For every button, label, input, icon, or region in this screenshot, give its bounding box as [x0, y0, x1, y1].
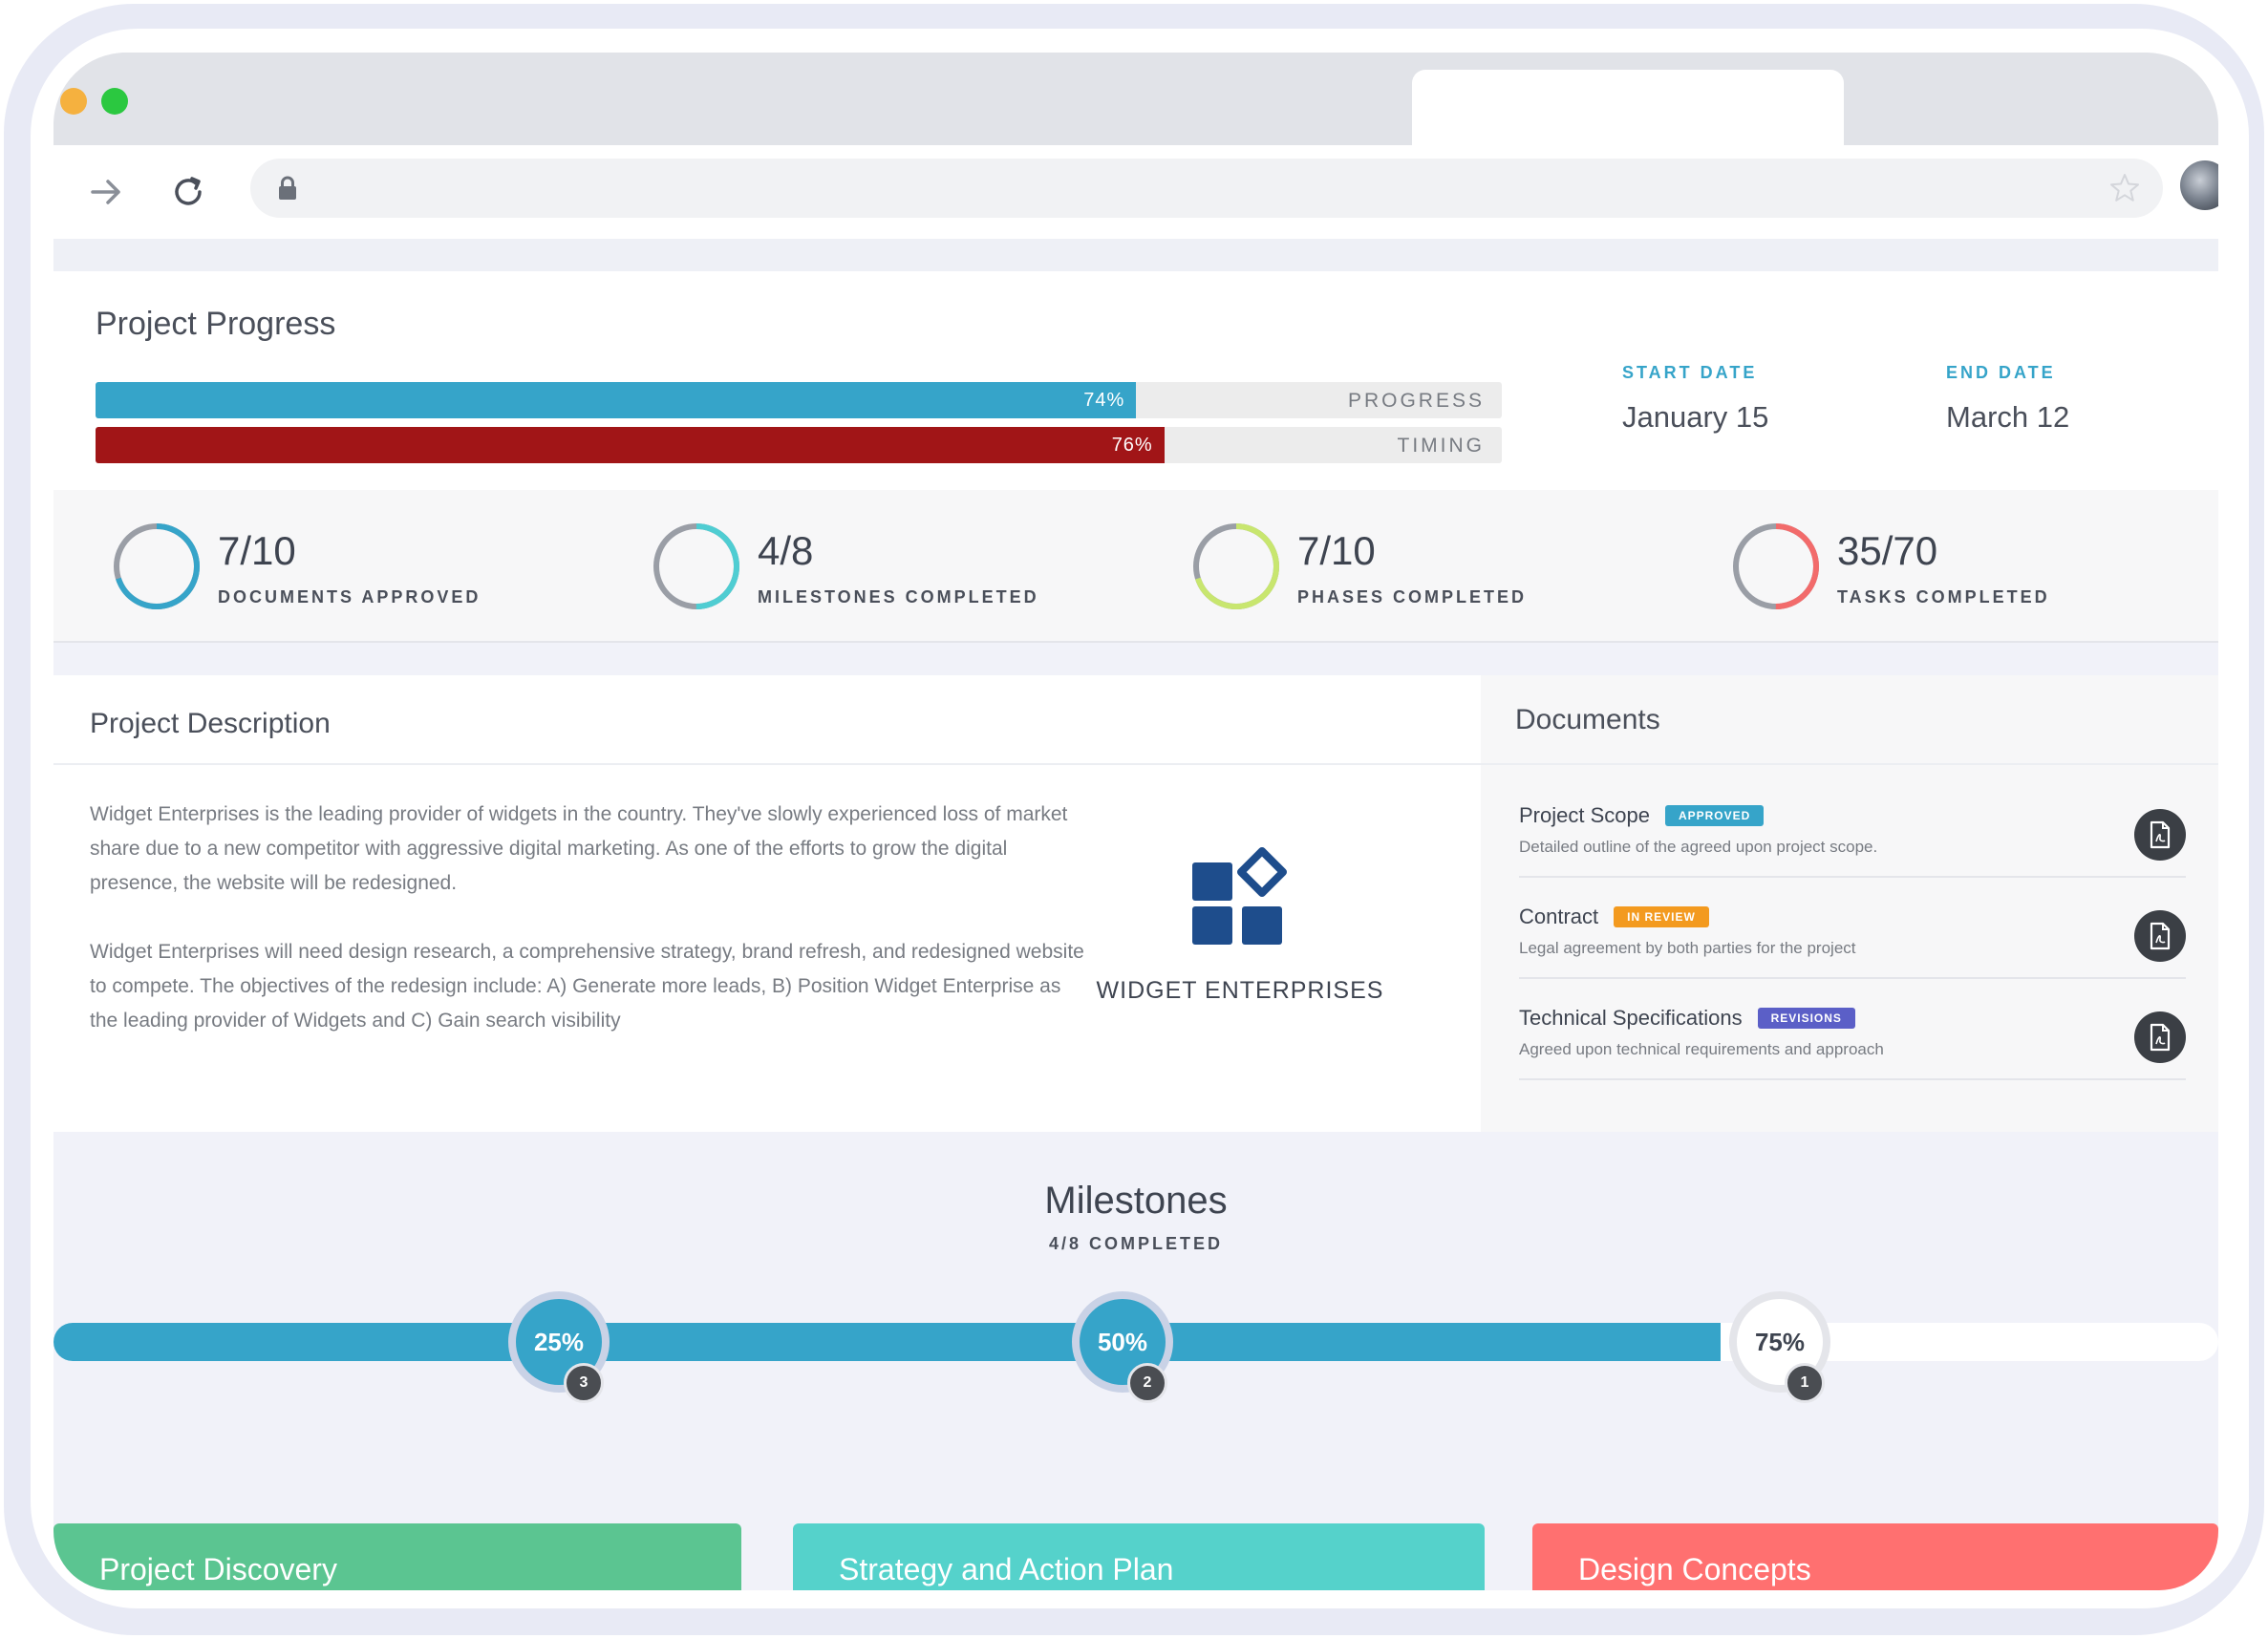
- document-item[interactable]: Project Scope APPROVED Detailed outline o…: [1519, 777, 2186, 878]
- project-progress-title: Project Progress: [96, 306, 336, 342]
- milestones-subtitle: 4/8 COMPLETED: [1048, 1234, 1224, 1253]
- document-description: Legal agreement by both parties for the …: [1519, 939, 1856, 957]
- stat-label: TASKS COMPLETED: [1837, 587, 2050, 607]
- download-document-button[interactable]: [2134, 910, 2186, 962]
- document-name: Technical Specifications: [1519, 1006, 1743, 1030]
- phase-title: Strategy and Action Plan: [839, 1552, 1174, 1586]
- phase-title: Project Discovery: [99, 1552, 337, 1586]
- stat-value: 35/70: [1837, 528, 1938, 573]
- documents-title: Documents: [1515, 704, 1660, 735]
- end-date: END DATE March 12: [1946, 363, 2069, 435]
- milestones-track-fill: [53, 1323, 1721, 1361]
- company-name: WIDGET ENTERPRISES: [1096, 977, 1384, 1004]
- milestone-count-badge: 1: [1785, 1363, 1825, 1403]
- timing-bar: 76% TIMING: [96, 427, 1502, 463]
- reload-button[interactable]: [162, 166, 214, 218]
- widget-enterprises-logo: [1192, 847, 1287, 945]
- forward-button[interactable]: [80, 166, 132, 218]
- phases-progress-ring: [1193, 523, 1279, 609]
- status-badge: IN REVIEW: [1614, 906, 1709, 927]
- milestone-percent: 75%: [1754, 1327, 1806, 1356]
- profile-avatar[interactable]: [2180, 160, 2218, 210]
- stat-label: MILESTONES COMPLETED: [758, 587, 1039, 607]
- document-name-row: Contract IN REVIEW: [1519, 905, 1709, 929]
- milestone-percent: 50%: [1097, 1327, 1148, 1356]
- download-document-button[interactable]: [2134, 1011, 2186, 1063]
- project-description-title: Project Description: [90, 708, 331, 739]
- phase-title: Design Concepts: [1578, 1552, 1811, 1586]
- description-paragraph: Widget Enterprises is the leading provid…: [90, 803, 1068, 894]
- phase-card-project-discovery[interactable]: Project Discovery: [53, 1523, 741, 1590]
- document-name: Contract: [1519, 905, 1599, 928]
- document-item[interactable]: Technical Specifications REVISIONS Agreed…: [1519, 979, 2186, 1080]
- progress-label: PROGRESS: [1347, 390, 1485, 412]
- divider: [1481, 763, 2218, 765]
- end-date-label: END DATE: [1946, 363, 2056, 382]
- active-tab[interactable]: [1412, 70, 1844, 146]
- project-progress-card: Project Progress 74% PROGRESS 76% TIMING…: [53, 271, 2218, 510]
- pdf-file-icon: [2150, 820, 2171, 849]
- phase-card-design-concepts[interactable]: Design Concepts: [1532, 1523, 2218, 1590]
- stat-label: PHASES COMPLETED: [1297, 587, 1528, 607]
- milestone-count-badge: 3: [564, 1363, 604, 1403]
- stats-strip: 7/10 DOCUMENTS APPROVED 4/8 MILESTONES C…: [53, 490, 2218, 643]
- progress-percent: 74%: [1083, 390, 1125, 411]
- minimize-window-button[interactable]: [60, 88, 87, 115]
- milestone-count-badge: 2: [1127, 1363, 1167, 1403]
- browser-window: Project Progress 74% PROGRESS 76% TIMING…: [53, 53, 2218, 1590]
- start-date-label: START DATE: [1622, 363, 1758, 382]
- documents-panel: Documents Project Scope APPROVED Detailed…: [1481, 675, 2218, 1132]
- phase-card-strategy[interactable]: Strategy and Action Plan: [793, 1523, 1485, 1590]
- maximize-window-button[interactable]: [101, 88, 128, 115]
- divider: [53, 763, 1481, 765]
- milestones-track: [53, 1323, 2218, 1361]
- stat-label: DOCUMENTS APPROVED: [218, 587, 481, 607]
- document-item[interactable]: Contract IN REVIEW Legal agreement by bot…: [1519, 878, 2186, 979]
- reload-icon: [175, 177, 202, 205]
- browser-toolbar: [53, 145, 2218, 239]
- timing-label: TIMING: [1397, 435, 1485, 457]
- status-badge: REVISIONS: [1757, 1008, 1855, 1029]
- download-document-button[interactable]: [2134, 809, 2186, 861]
- tasks-progress-ring: [1733, 523, 1819, 609]
- milestone-percent: 25%: [533, 1327, 585, 1356]
- document-name-row: Technical Specifications REVISIONS: [1519, 1006, 1855, 1031]
- start-date-value: January 15: [1622, 400, 1769, 434]
- lock-icon: [279, 176, 296, 200]
- tab-bar: [53, 53, 2218, 146]
- description-paragraph: Widget Enterprises will need design rese…: [90, 941, 1084, 1032]
- start-date: START DATE January 15: [1622, 363, 1768, 435]
- document-description: Agreed upon technical requirements and a…: [1519, 1040, 1884, 1058]
- address-bar[interactable]: [250, 159, 2163, 218]
- stat-value: 4/8: [758, 528, 814, 573]
- progress-bar: 74% PROGRESS: [96, 382, 1502, 418]
- milestones-progress-ring: [653, 523, 739, 609]
- progress-bar-fill: 74%: [96, 382, 1137, 418]
- timing-bar-fill: 76%: [96, 427, 1165, 463]
- bookmark-star-icon[interactable]: [2108, 171, 2142, 205]
- stat-value: 7/10: [1297, 528, 1376, 573]
- stat-value: 7/10: [218, 528, 296, 573]
- pdf-file-icon: [2150, 922, 2171, 950]
- document-description: Detailed outline of the agreed upon proj…: [1519, 838, 1878, 856]
- documents-progress-ring: [114, 523, 200, 609]
- document-name: Project Scope: [1519, 803, 1650, 827]
- document-name-row: Project Scope APPROVED: [1519, 803, 1765, 828]
- end-date-value: March 12: [1946, 400, 2070, 434]
- timing-percent: 76%: [1111, 435, 1153, 456]
- pdf-file-icon: [2150, 1023, 2171, 1052]
- status-badge: APPROVED: [1664, 805, 1765, 826]
- project-description-panel: Project Description Widget Enterprises i…: [53, 675, 1481, 1132]
- milestones-title: Milestones: [1044, 1180, 1228, 1222]
- toolbar-divider: [53, 239, 2218, 271]
- milestone-node[interactable]: 50%: [1072, 1291, 1173, 1393]
- arrow-right-icon: [91, 180, 120, 204]
- project-description-text: Widget Enterprises is the leading provid…: [90, 798, 1093, 1038]
